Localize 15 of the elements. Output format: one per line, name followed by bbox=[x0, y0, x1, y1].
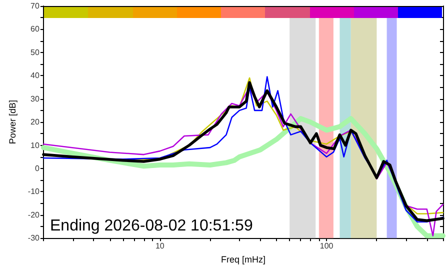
y-tick-label: 0 bbox=[35, 164, 40, 173]
y-tick-label: 50 bbox=[30, 48, 40, 57]
y-tick-label: 40 bbox=[30, 71, 40, 80]
y-tick-label: 70 bbox=[30, 2, 40, 10]
x-tick-label: 100 bbox=[320, 242, 334, 251]
y-tick-label: 10 bbox=[30, 140, 40, 150]
y-axis-title: Power [dB] bbox=[8, 100, 18, 144]
x-axis-title: Freq [mHz] bbox=[220, 254, 266, 264]
y-tick-label: -20 bbox=[28, 210, 40, 220]
y-tick-label: 30 bbox=[30, 94, 40, 104]
annotation: Ending 2026-08-02 10:51:59 bbox=[50, 218, 253, 234]
y-tick-label: 60 bbox=[30, 24, 40, 34]
y-tick-label: -30 bbox=[28, 234, 40, 243]
y-tick-label: -10 bbox=[28, 187, 40, 196]
y-tick-label: 20 bbox=[30, 118, 40, 127]
